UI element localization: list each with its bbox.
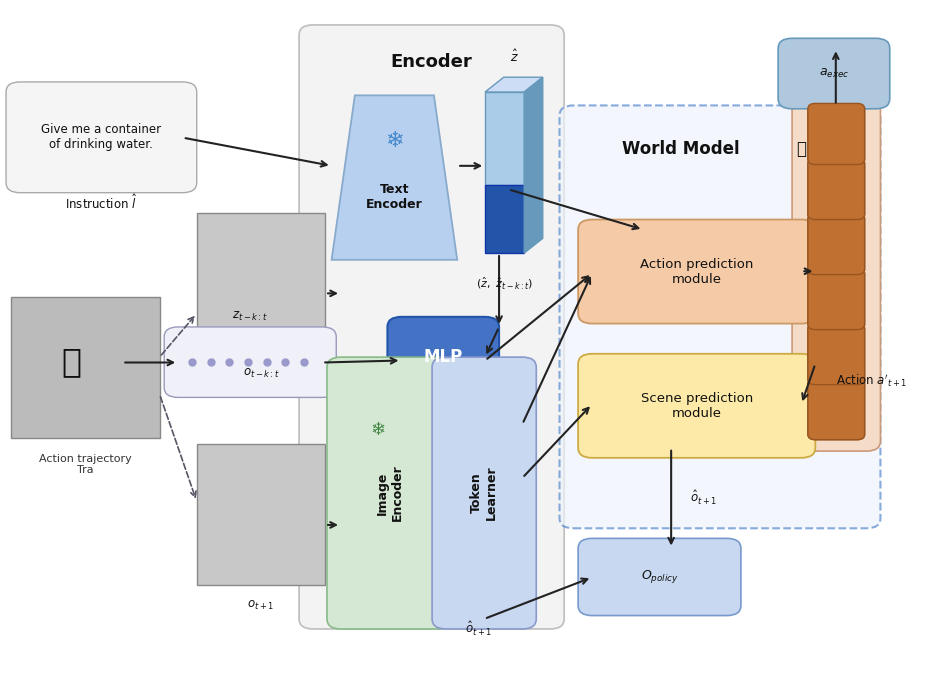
FancyBboxPatch shape [808,268,865,330]
FancyBboxPatch shape [808,379,865,439]
Text: $\hat{o}_{t+1}$: $\hat{o}_{t+1}$ [690,489,717,507]
FancyBboxPatch shape [808,268,865,330]
Polygon shape [485,185,524,253]
FancyBboxPatch shape [808,324,865,385]
Polygon shape [524,78,543,253]
Text: 🤖: 🤖 [62,345,81,378]
FancyBboxPatch shape [808,158,865,220]
Text: MLP: MLP [424,348,463,366]
Text: Image
Encoder: Image Encoder [376,464,404,522]
Text: Action $a'_{t+1}$: Action $a'_{t+1}$ [836,372,907,389]
Text: $(\hat{z},\ \hat{z}_{t-k:t})$: $(\hat{z},\ \hat{z}_{t-k:t})$ [476,275,533,291]
Text: $o_{t+1}$: $o_{t+1}$ [247,599,274,612]
FancyBboxPatch shape [6,82,197,193]
FancyBboxPatch shape [299,25,564,629]
FancyBboxPatch shape [197,213,325,354]
FancyBboxPatch shape [578,539,741,615]
FancyBboxPatch shape [432,357,536,629]
Polygon shape [485,78,543,92]
FancyBboxPatch shape [808,158,865,220]
FancyBboxPatch shape [387,317,499,398]
FancyBboxPatch shape [808,214,865,274]
Text: $O_{policy}$: $O_{policy}$ [641,568,678,586]
Text: $a_{exec}$: $a_{exec}$ [819,67,849,80]
Text: Give me a container
of drinking water.: Give me a container of drinking water. [41,123,161,151]
FancyBboxPatch shape [808,324,865,385]
FancyBboxPatch shape [327,357,453,629]
FancyBboxPatch shape [808,103,865,164]
Text: $o_{t-k:t}$: $o_{t-k:t}$ [243,367,279,380]
FancyBboxPatch shape [560,105,881,528]
FancyBboxPatch shape [197,444,325,585]
Text: 🌍: 🌍 [797,140,806,158]
FancyBboxPatch shape [578,354,815,458]
Text: ❄: ❄ [370,421,385,439]
Text: Action prediction
module: Action prediction module [640,257,754,286]
Text: $\hat{o}_{t+1}$: $\hat{o}_{t+1}$ [465,620,492,638]
Text: Scene prediction
module: Scene prediction module [641,392,753,420]
Polygon shape [485,92,524,185]
FancyBboxPatch shape [792,92,881,451]
Text: ❄: ❄ [385,131,404,152]
Text: Instruction $\hat{l}$: Instruction $\hat{l}$ [65,193,137,212]
Polygon shape [331,95,457,259]
Text: $\hat{z}$: $\hat{z}$ [509,49,519,65]
Text: Encoder: Encoder [391,53,472,71]
Text: Action trajectory
Tra: Action trajectory Tra [39,454,132,475]
FancyBboxPatch shape [578,220,815,324]
Text: $z_{t-k:t}$: $z_{t-k:t}$ [232,310,268,324]
FancyBboxPatch shape [808,379,865,439]
FancyBboxPatch shape [10,297,160,437]
FancyBboxPatch shape [778,38,890,109]
FancyBboxPatch shape [808,103,865,164]
Text: Token
Learner: Token Learner [470,466,498,520]
FancyBboxPatch shape [164,327,336,398]
Text: World Model: World Model [621,140,739,158]
FancyBboxPatch shape [808,214,865,274]
Text: Text
Encoder: Text Encoder [366,183,423,212]
